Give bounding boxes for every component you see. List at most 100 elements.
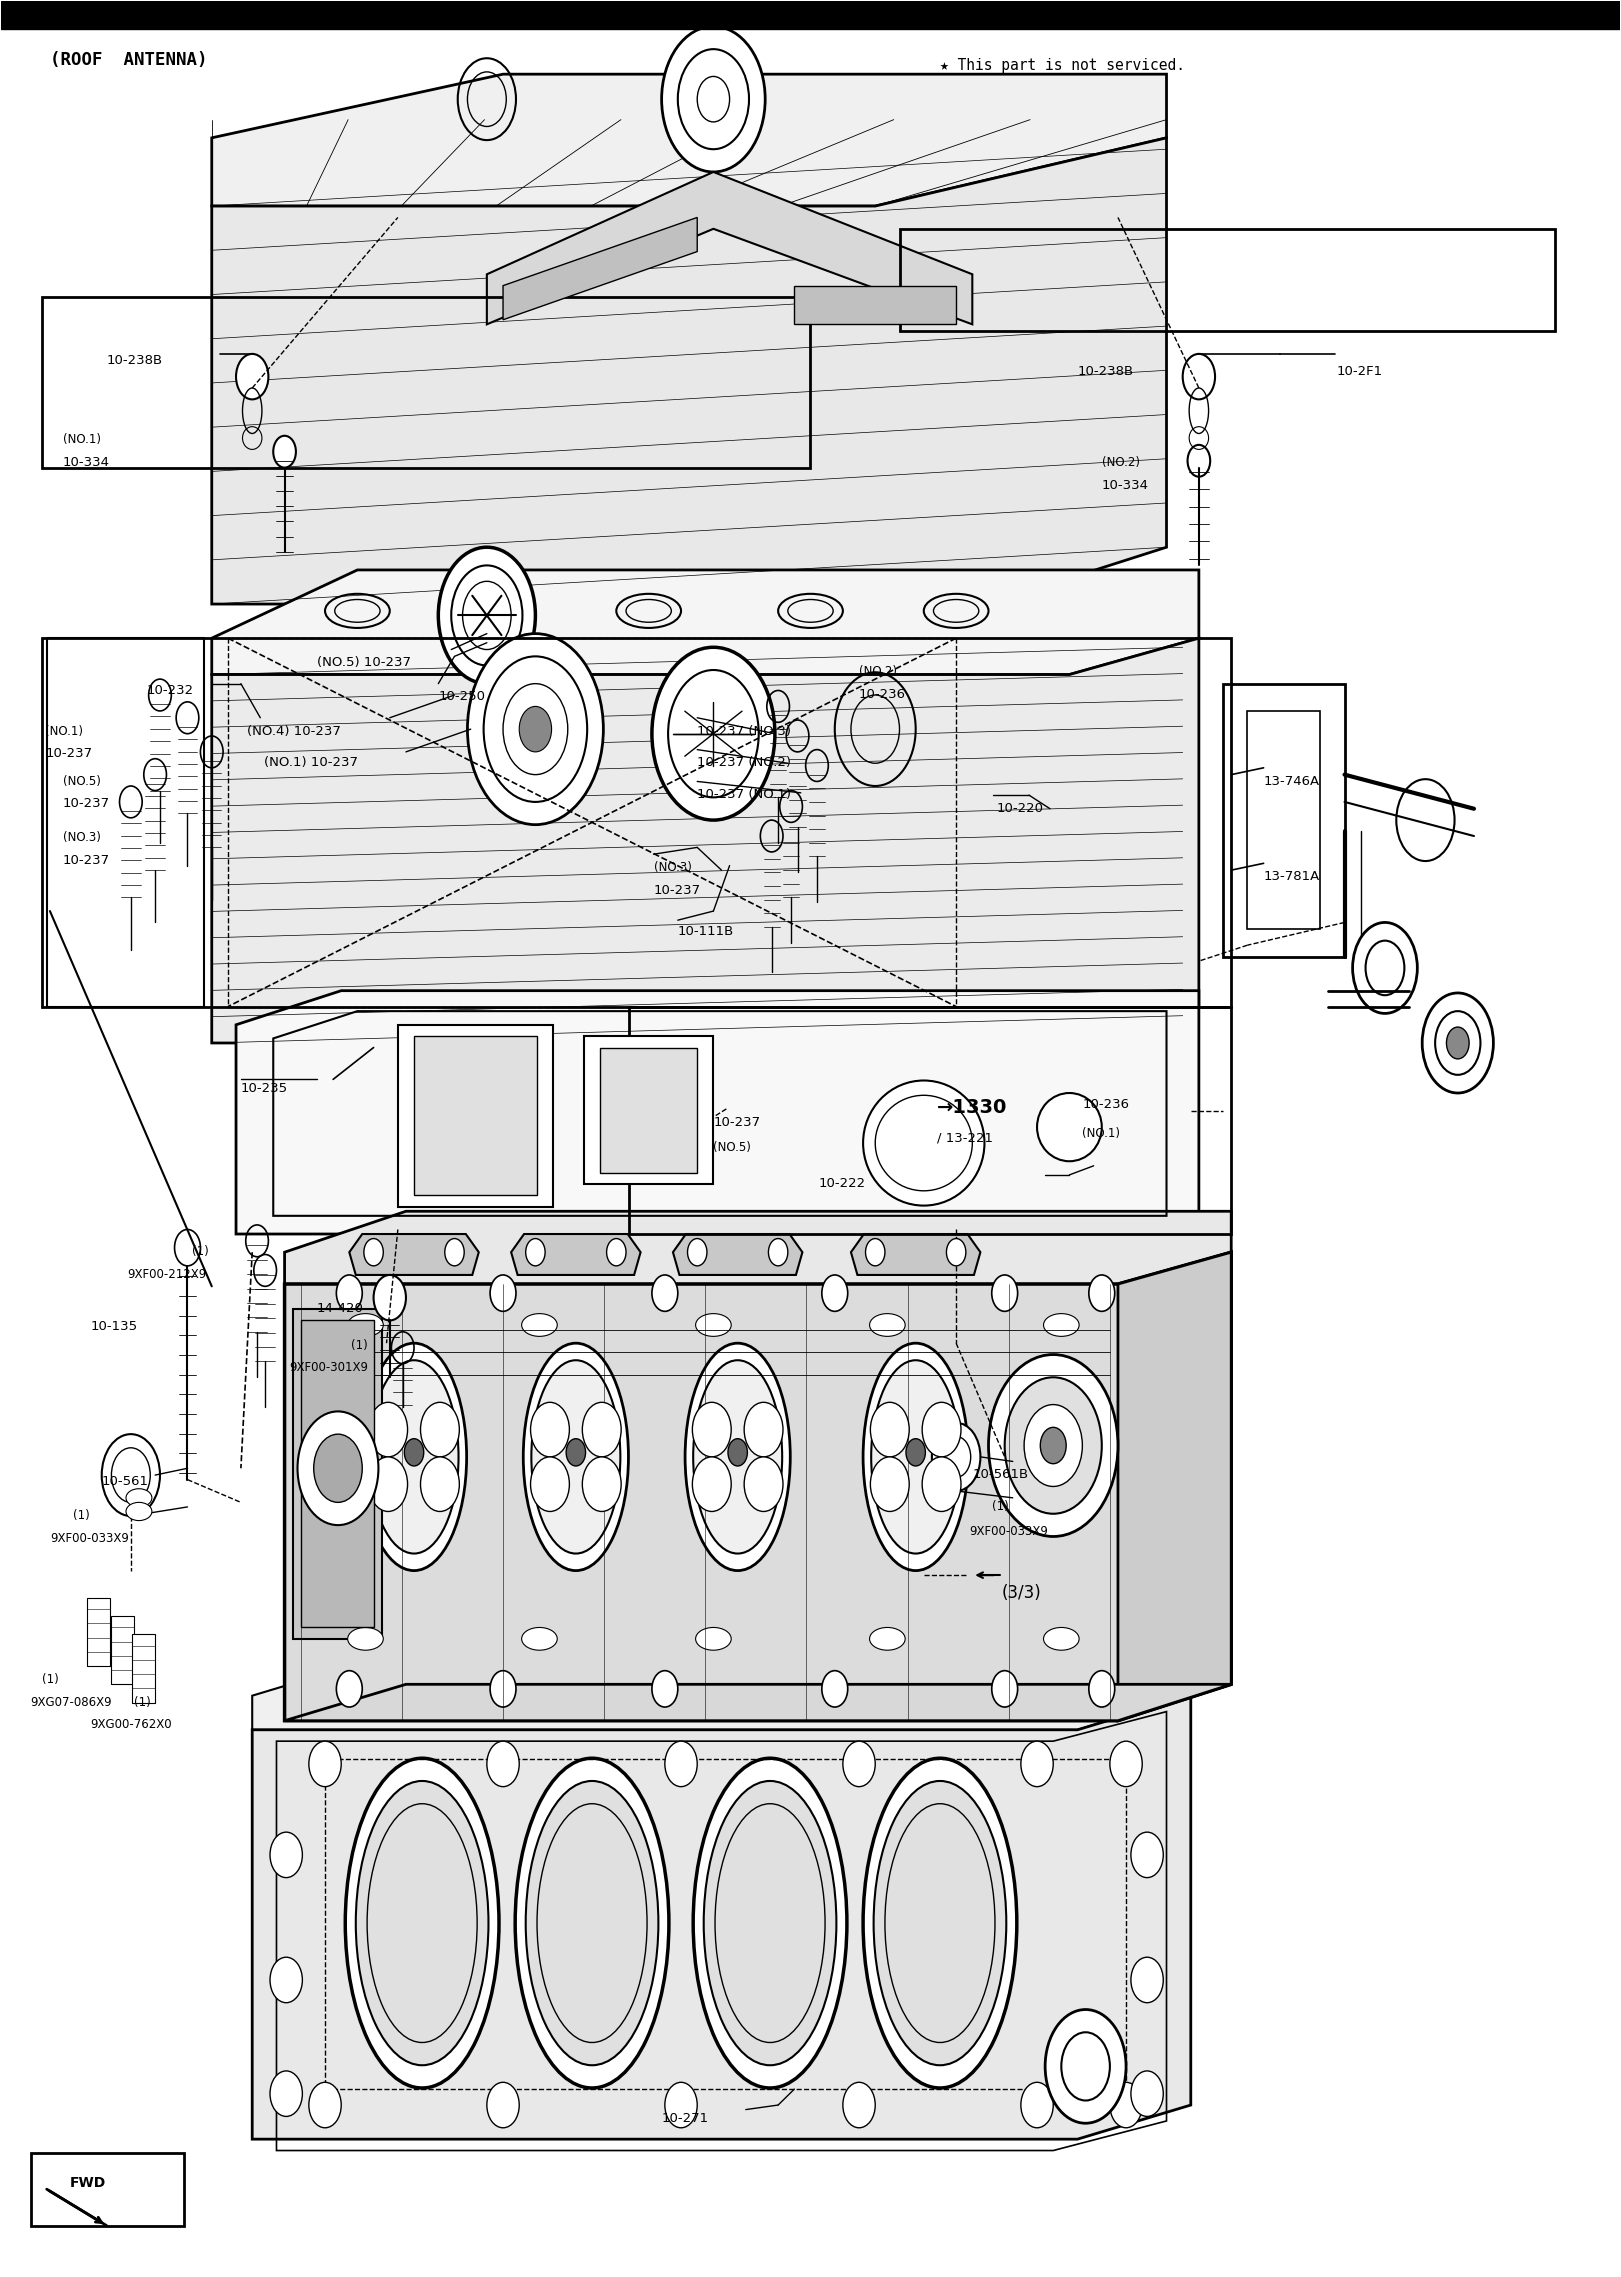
Ellipse shape [874,1781,1007,2065]
Text: 13-746A: 13-746A [1264,774,1319,788]
Ellipse shape [347,1628,383,1651]
Polygon shape [285,1211,1232,1284]
Text: 9XF00-033X9: 9XF00-033X9 [969,1526,1047,1539]
Circle shape [298,1412,378,1526]
Ellipse shape [361,1343,467,1571]
Text: (1): (1) [193,1246,209,1259]
Circle shape [582,1457,621,1512]
Text: (NO.5) 10-237: (NO.5) 10-237 [318,656,412,669]
Circle shape [687,1239,707,1266]
Circle shape [237,353,269,398]
Polygon shape [237,990,1200,1234]
Bar [1248,710,1319,929]
Text: 10-271: 10-271 [661,2111,708,2124]
Circle shape [906,1439,926,1466]
Text: ★ This part is not serviced.: ★ This part is not serviced. [940,59,1185,73]
Circle shape [1183,353,1216,398]
Circle shape [519,706,551,751]
Circle shape [665,1742,697,1787]
Ellipse shape [525,1781,658,2065]
Ellipse shape [686,1343,791,1571]
Polygon shape [253,1662,1191,1731]
Ellipse shape [695,1314,731,1337]
Circle shape [989,1355,1118,1537]
Circle shape [661,27,765,173]
Text: 9XG00-762X0: 9XG00-762X0 [91,1719,172,1731]
Circle shape [768,1239,788,1266]
Circle shape [652,1275,678,1312]
Circle shape [444,1239,464,1266]
Bar [413,1036,537,1195]
Text: (1): (1) [135,1696,151,1708]
Text: / 13-221: / 13-221 [937,1132,992,1145]
Circle shape [1041,1428,1067,1464]
Text: (NO.1) 10-237: (NO.1) 10-237 [264,756,358,770]
Circle shape [922,1403,961,1457]
Text: 9XF00-301X9: 9XF00-301X9 [290,1362,368,1375]
Circle shape [490,1671,515,1708]
Text: 10-237: 10-237 [653,883,700,897]
Bar [42,296,810,467]
Circle shape [992,1671,1018,1708]
Text: 10-237 (NO.3): 10-237 (NO.3) [697,724,791,738]
Text: 10-237: 10-237 [63,797,110,811]
Text: 10-561: 10-561 [102,1475,149,1489]
Circle shape [420,1457,459,1512]
Circle shape [947,1239,966,1266]
Circle shape [566,1439,585,1466]
Ellipse shape [870,1359,960,1553]
Text: (NO.4) 10-237: (NO.4) 10-237 [248,724,342,738]
Polygon shape [486,173,973,323]
Text: FWD: FWD [70,2175,105,2190]
Text: 10-334: 10-334 [1102,478,1149,492]
Polygon shape [212,139,1167,603]
Text: (NO.2): (NO.2) [859,665,896,679]
Polygon shape [285,1252,1232,1721]
Circle shape [1352,922,1417,1013]
Circle shape [486,1742,519,1787]
Ellipse shape [704,1781,836,2065]
Circle shape [692,1457,731,1512]
Text: 10-235: 10-235 [242,1082,289,1095]
Polygon shape [212,75,1167,207]
Circle shape [337,1671,361,1708]
Text: 10-237: 10-237 [45,747,92,761]
Circle shape [314,1435,361,1503]
Circle shape [530,1457,569,1512]
Text: 9XF00-212X9: 9XF00-212X9 [128,1268,207,1282]
Circle shape [438,546,535,683]
Text: 10-222: 10-222 [819,1177,866,1191]
Text: (ROOF  ANTENNA): (ROOF ANTENNA) [50,52,207,68]
Bar [584,1036,713,1184]
Bar [112,1617,135,1685]
Text: (1): (1) [42,1674,58,1685]
Text: (1): (1) [73,1510,89,1523]
Polygon shape [1118,1252,1232,1721]
Text: 9XG07-086X9: 9XG07-086X9 [31,1696,112,1708]
Bar [42,638,1232,1006]
Text: 10-237: 10-237 [713,1116,760,1129]
Circle shape [337,1275,361,1312]
Bar [397,1025,553,1207]
Text: (1): (1) [992,1501,1008,1514]
Ellipse shape [1044,1314,1080,1337]
Text: 10-135: 10-135 [91,1321,138,1334]
Bar [2,2,1619,30]
Ellipse shape [522,1314,558,1337]
Circle shape [1110,2081,1143,2127]
Bar [133,1635,156,1703]
Circle shape [310,1742,340,1787]
Text: 10-237 (NO.1): 10-237 (NO.1) [697,788,791,802]
Polygon shape [349,1234,478,1275]
Bar [600,1047,697,1173]
Circle shape [665,2081,697,2127]
Bar [293,1309,381,1639]
Circle shape [843,1742,875,1787]
Ellipse shape [869,1628,905,1651]
Circle shape [1446,1027,1469,1059]
Circle shape [404,1439,423,1466]
Text: 10-220: 10-220 [997,802,1044,815]
Circle shape [368,1403,407,1457]
Text: (NO.3): (NO.3) [653,861,692,874]
Ellipse shape [694,1758,846,2088]
